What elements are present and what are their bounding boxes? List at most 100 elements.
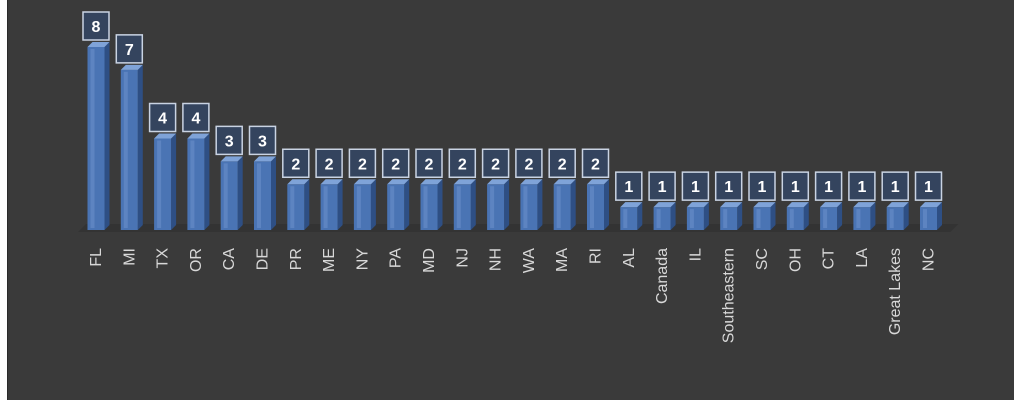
- bar-wa: [520, 179, 543, 230]
- bar-southeastern: [720, 202, 743, 230]
- data-label-text-nc: 1: [924, 179, 933, 196]
- data-label-box-ca: [215, 125, 243, 156]
- bar-highlight-great-lakes: [889, 209, 894, 228]
- bar-great-lakes: [886, 202, 909, 230]
- data-label-box-wa: [515, 148, 543, 178]
- data-label-md: 2: [415, 148, 443, 178]
- data-label-ma: 2: [548, 148, 576, 178]
- data-label-text-sc: 1: [758, 179, 767, 196]
- bar-me: [320, 179, 343, 230]
- bar-pa: [387, 179, 410, 230]
- data-label-text-nj: 2: [458, 156, 467, 173]
- data-label-pr: 2: [282, 148, 310, 178]
- data-label-text-mi: 7: [125, 42, 134, 59]
- tick-label-ca: CA: [221, 248, 238, 271]
- bar-highlight-nc: [923, 209, 927, 228]
- tick-label-ri: RI: [588, 248, 605, 264]
- bar-side-southeastern: [737, 202, 743, 230]
- bar-oh: [786, 202, 809, 230]
- bar-front-nh: [487, 184, 505, 230]
- bar-highlight-canada: [656, 209, 661, 228]
- bar-md: [420, 179, 443, 230]
- bar-canada: [653, 202, 676, 230]
- bar-ct: [820, 202, 843, 230]
- bar-front-wa: [520, 184, 538, 230]
- tick-label-nc: NC: [921, 248, 938, 271]
- bar-side-canada: [670, 202, 676, 230]
- tick-label-nj: NJ: [454, 248, 471, 268]
- bar-side-great-lakes: [903, 202, 909, 230]
- bar-top-ny: [353, 179, 376, 185]
- bar-top-pa: [387, 179, 410, 185]
- bar-side-nc: [937, 202, 942, 230]
- tick-label-de: DE: [255, 248, 272, 270]
- bar-front-tx: [154, 138, 172, 230]
- bar-fl: [87, 42, 110, 230]
- bar-top-canada: [653, 202, 676, 208]
- data-label-nh: 2: [481, 148, 510, 178]
- data-label-mi: 7: [115, 34, 144, 64]
- data-label-al: 1: [615, 171, 643, 201]
- bar-front-ma: [553, 184, 571, 230]
- bar-top-oh: [786, 202, 809, 208]
- tick-label-al: AL: [621, 248, 638, 268]
- bar-side-ca: [237, 156, 243, 230]
- bar-front-pa: [387, 184, 405, 230]
- bar-front-ri: [587, 184, 604, 230]
- bar-front-canada: [653, 207, 671, 230]
- tick-label-la: LA: [854, 248, 871, 268]
- data-label-nj: 2: [448, 148, 477, 178]
- bar-top-nh: [487, 179, 510, 185]
- data-label-text-md: 2: [425, 156, 434, 173]
- tick-label-pr: PR: [288, 248, 305, 270]
- bar-side-nj: [470, 179, 476, 230]
- data-label-sc: 1: [748, 171, 776, 201]
- bar-front-sc: [753, 207, 771, 230]
- bar-side-al: [637, 202, 643, 230]
- bar-side-mi: [137, 64, 143, 230]
- tick-label-ny: NY: [354, 248, 371, 271]
- tick-label-canada: Canada: [654, 248, 671, 304]
- data-label-box-mi: [115, 34, 144, 64]
- data-label-text-ri: 2: [591, 156, 600, 173]
- data-label-box-southeastern: [714, 171, 743, 201]
- bars-group: [87, 42, 942, 230]
- data-label-text-fl: 8: [92, 19, 101, 36]
- bar-side-ct: [837, 202, 843, 230]
- bar-highlight-ri: [590, 186, 594, 228]
- data-label-text-de: 3: [258, 133, 267, 150]
- data-label-box-canada: [648, 171, 676, 201]
- data-label-canada: 1: [648, 171, 676, 201]
- bar-front-il: [686, 207, 704, 230]
- bar-highlight-oh: [789, 209, 794, 228]
- bar-highlight-ct: [823, 209, 828, 228]
- bar-front-nc: [920, 207, 937, 230]
- bar-top-de: [254, 156, 276, 162]
- bar-highlight-wa: [523, 186, 528, 228]
- bar-side-pa: [404, 179, 410, 230]
- bar-highlight-ma: [556, 186, 561, 228]
- data-label-text-ca: 3: [225, 133, 234, 150]
- bar-side-la: [870, 202, 876, 230]
- data-label-box-nh: [481, 148, 510, 178]
- bar-front-ca: [220, 161, 238, 230]
- data-label-la: 1: [848, 171, 876, 201]
- data-label-box-md: [415, 148, 443, 178]
- tick-label-oh: OH: [787, 248, 804, 272]
- data-label-text-la: 1: [857, 179, 866, 196]
- bar-top-nc: [920, 202, 942, 208]
- data-label-box-great-lakes: [881, 171, 909, 201]
- tick-label-wa: WA: [521, 248, 538, 274]
- bar-highlight-or: [190, 140, 195, 228]
- bar-highlight-tx: [157, 140, 162, 228]
- tick-label-il: IL: [687, 248, 704, 261]
- data-labels-group: 8 7 4 4 3 3 2 2 2 2 2 2 2 2 2 2 1 1 1 1 1 1 1 1 1 1: [82, 11, 943, 201]
- data-label-wa: 2: [515, 148, 543, 178]
- bar-tx: [154, 133, 177, 230]
- bar-highlight-ca: [223, 163, 228, 228]
- bar-top-il: [686, 202, 709, 208]
- bar-top-ri: [587, 179, 609, 185]
- bar-side-tx: [171, 133, 177, 230]
- data-label-text-wa: 2: [524, 156, 533, 173]
- data-label-text-tx: 4: [158, 111, 167, 128]
